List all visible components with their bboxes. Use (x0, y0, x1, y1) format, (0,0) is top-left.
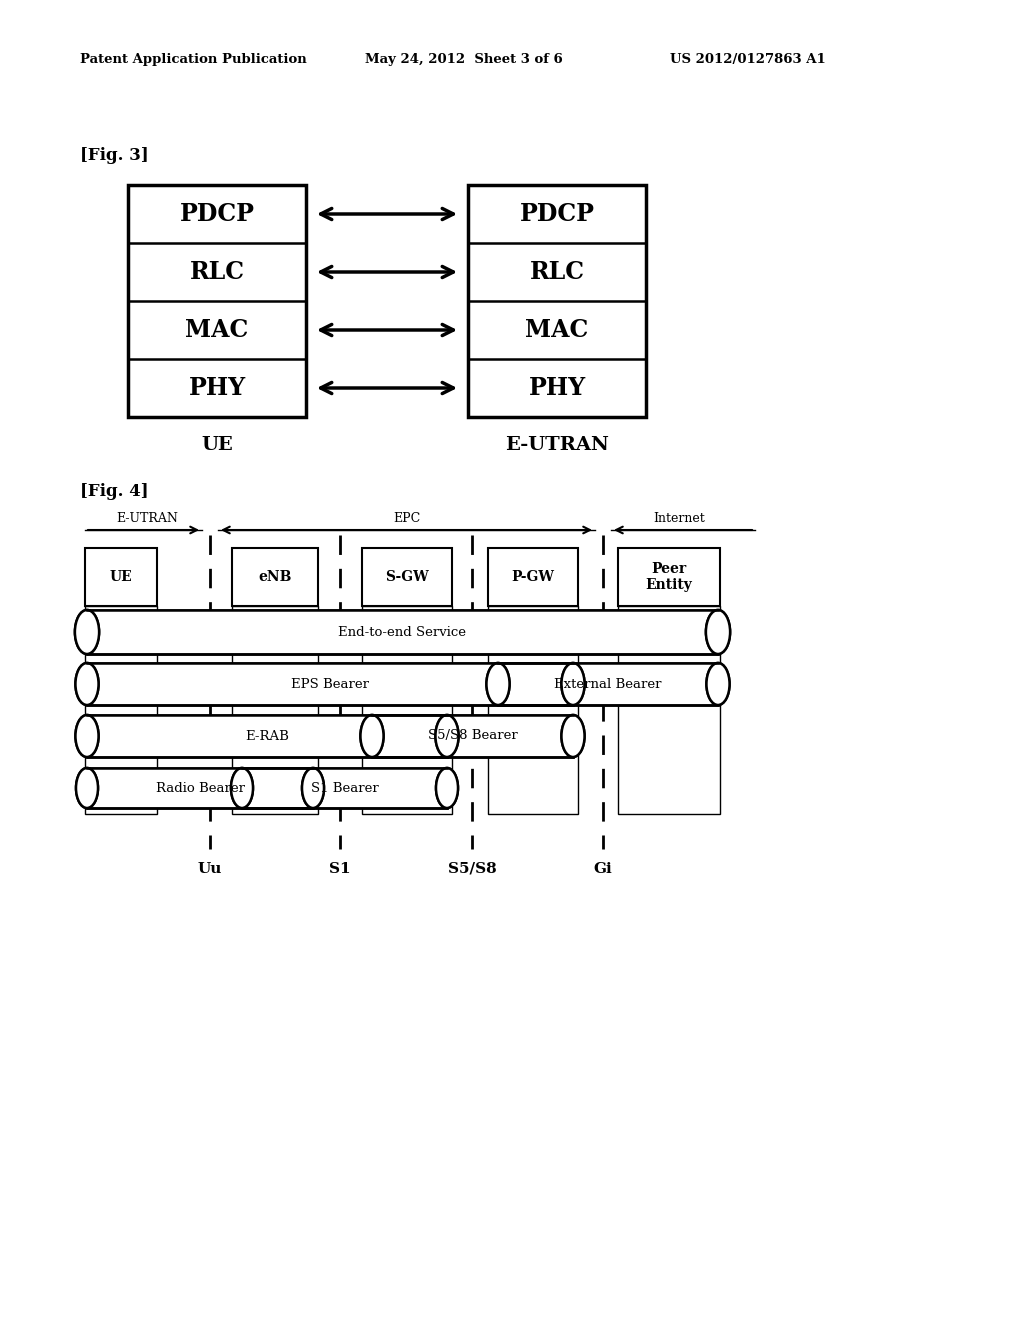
Text: E-UTRAN: E-UTRAN (505, 436, 609, 454)
Bar (77, 664, 584, 704)
Text: S-GW: S-GW (385, 570, 429, 583)
Bar (232, 548, 318, 606)
Bar (232, 606, 318, 814)
Text: EPC: EPC (393, 512, 420, 525)
Text: P-GW: P-GW (512, 570, 555, 583)
Ellipse shape (486, 663, 510, 705)
Bar (77, 770, 323, 807)
Text: [Fig. 4]: [Fig. 4] (80, 483, 148, 500)
Bar (232, 770, 457, 807)
Ellipse shape (76, 663, 98, 705)
Ellipse shape (561, 715, 585, 756)
Bar (85, 606, 157, 814)
Text: PDCP: PDCP (519, 202, 595, 226)
Ellipse shape (436, 768, 458, 808)
Bar (361, 715, 584, 756)
Ellipse shape (561, 663, 585, 705)
Ellipse shape (76, 663, 98, 705)
Bar (242, 768, 447, 808)
Text: EPS Bearer: EPS Bearer (291, 677, 369, 690)
Bar (498, 663, 718, 705)
Text: Peer
Entity: Peer Entity (645, 562, 692, 593)
Ellipse shape (76, 715, 98, 756)
Bar (618, 548, 720, 606)
Bar (76, 611, 729, 653)
Text: S5/S8: S5/S8 (447, 862, 497, 876)
Bar (488, 606, 578, 814)
Text: UE: UE (110, 570, 132, 583)
Text: eNB: eNB (258, 570, 292, 583)
Text: Patent Application Publication: Patent Application Publication (80, 54, 307, 66)
Text: PHY: PHY (188, 376, 246, 400)
Bar (372, 715, 573, 756)
Bar (87, 715, 447, 756)
Ellipse shape (302, 768, 324, 808)
Bar (85, 548, 157, 606)
Bar (468, 185, 646, 417)
Bar (488, 548, 578, 606)
Text: Internet: Internet (653, 512, 705, 525)
Ellipse shape (436, 768, 458, 808)
Text: US 2012/0127863 A1: US 2012/0127863 A1 (670, 54, 825, 66)
Ellipse shape (231, 768, 253, 808)
Bar (87, 663, 573, 705)
Ellipse shape (706, 610, 730, 653)
Text: S1: S1 (329, 862, 351, 876)
Text: E-UTRAN: E-UTRAN (117, 512, 178, 525)
Text: S5/S8 Bearer: S5/S8 Bearer (428, 730, 517, 742)
Ellipse shape (231, 768, 253, 808)
Ellipse shape (486, 663, 510, 705)
Ellipse shape (75, 610, 99, 653)
Bar (487, 664, 728, 704)
Bar (128, 185, 306, 417)
Text: End-to-end Service: End-to-end Service (339, 626, 467, 639)
Text: [Fig. 3]: [Fig. 3] (80, 147, 148, 164)
Bar (362, 548, 452, 606)
Text: Radio Bearer: Radio Bearer (156, 781, 245, 795)
Bar (87, 768, 313, 808)
Text: MAC: MAC (185, 318, 249, 342)
Ellipse shape (360, 715, 384, 756)
Text: Uu: Uu (198, 862, 222, 876)
Text: External Bearer: External Bearer (554, 677, 662, 690)
Bar (77, 715, 458, 756)
Bar (87, 610, 718, 653)
Bar (362, 606, 452, 814)
Ellipse shape (360, 715, 384, 756)
Ellipse shape (76, 768, 98, 808)
Text: May 24, 2012  Sheet 3 of 6: May 24, 2012 Sheet 3 of 6 (365, 54, 563, 66)
Ellipse shape (76, 768, 98, 808)
Ellipse shape (75, 610, 99, 653)
Text: PDCP: PDCP (179, 202, 255, 226)
Ellipse shape (302, 768, 324, 808)
Text: E-RAB: E-RAB (245, 730, 289, 742)
Text: RLC: RLC (189, 260, 245, 284)
Text: MAC: MAC (525, 318, 589, 342)
Text: S1 Bearer: S1 Bearer (310, 781, 379, 795)
Ellipse shape (435, 715, 459, 756)
Text: Gi: Gi (594, 862, 612, 876)
Ellipse shape (76, 715, 98, 756)
Ellipse shape (706, 610, 730, 653)
Text: PHY: PHY (528, 376, 586, 400)
Text: RLC: RLC (529, 260, 585, 284)
Ellipse shape (561, 715, 585, 756)
Text: UE: UE (201, 436, 232, 454)
Ellipse shape (707, 663, 729, 705)
Ellipse shape (435, 715, 459, 756)
Ellipse shape (707, 663, 729, 705)
Ellipse shape (561, 663, 585, 705)
Bar (618, 606, 720, 814)
